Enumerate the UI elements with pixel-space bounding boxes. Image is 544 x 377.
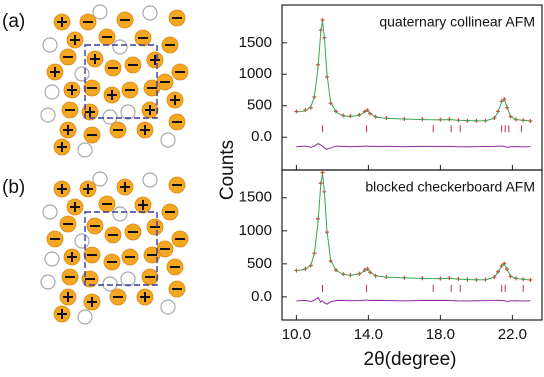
atom-empty [44,251,60,267]
annotation: quaternary collinear AFM [379,14,535,30]
atom-empty [142,5,158,21]
y-tick-label: 1500 [239,189,272,206]
x-tick-label: 18.0 [426,326,455,343]
atom-empty [102,276,118,292]
unit-cell [84,44,158,119]
x-axis-label: 2θ(degree) [364,349,457,370]
unit-cell [84,211,158,286]
y-tick-label: 1500 [239,34,272,51]
atom-empty [92,4,108,20]
atom-empty [40,274,56,290]
atom-empty [77,142,93,158]
curve [296,142,531,150]
y-tick-label: 0.0 [251,288,272,305]
structure-diagrams [40,4,189,325]
curve [296,173,531,281]
y-tick-label: 1000 [239,65,272,82]
observed-point [365,108,370,113]
x-tick-label: 10.0 [282,326,311,343]
atom-empty [42,37,58,53]
atom-empty [112,206,128,222]
atom-empty [44,84,60,100]
atom-empty [40,107,56,123]
atom-empty [102,109,118,125]
y-axis-label: Counts [217,140,238,200]
plot-frame [281,169,543,321]
atom-empty [160,132,176,148]
atom-empty [74,233,90,249]
annotation: blocked checkerboard AFM [365,179,535,195]
y-tick-label: 0.0 [251,128,272,145]
y-tick-label: 1000 [239,222,272,239]
atom-empty [142,172,158,188]
atom-empty [120,271,136,287]
atom-empty [42,204,58,220]
curve [296,296,531,305]
atom-empty [92,171,108,187]
atom-empty [77,309,93,325]
curve [296,20,531,122]
x-tick-label: 22.0 [498,326,527,343]
atom-empty [112,39,128,55]
panel-label: (b) [2,177,25,198]
atom-empty [160,299,176,315]
y-tick-label: 500 [247,97,272,114]
x-tick-label: 14.0 [354,326,383,343]
atom-empty [74,66,90,82]
atom-empty [120,104,136,120]
y-tick-label: 500 [247,255,272,272]
panel-label: (a) [2,11,25,32]
